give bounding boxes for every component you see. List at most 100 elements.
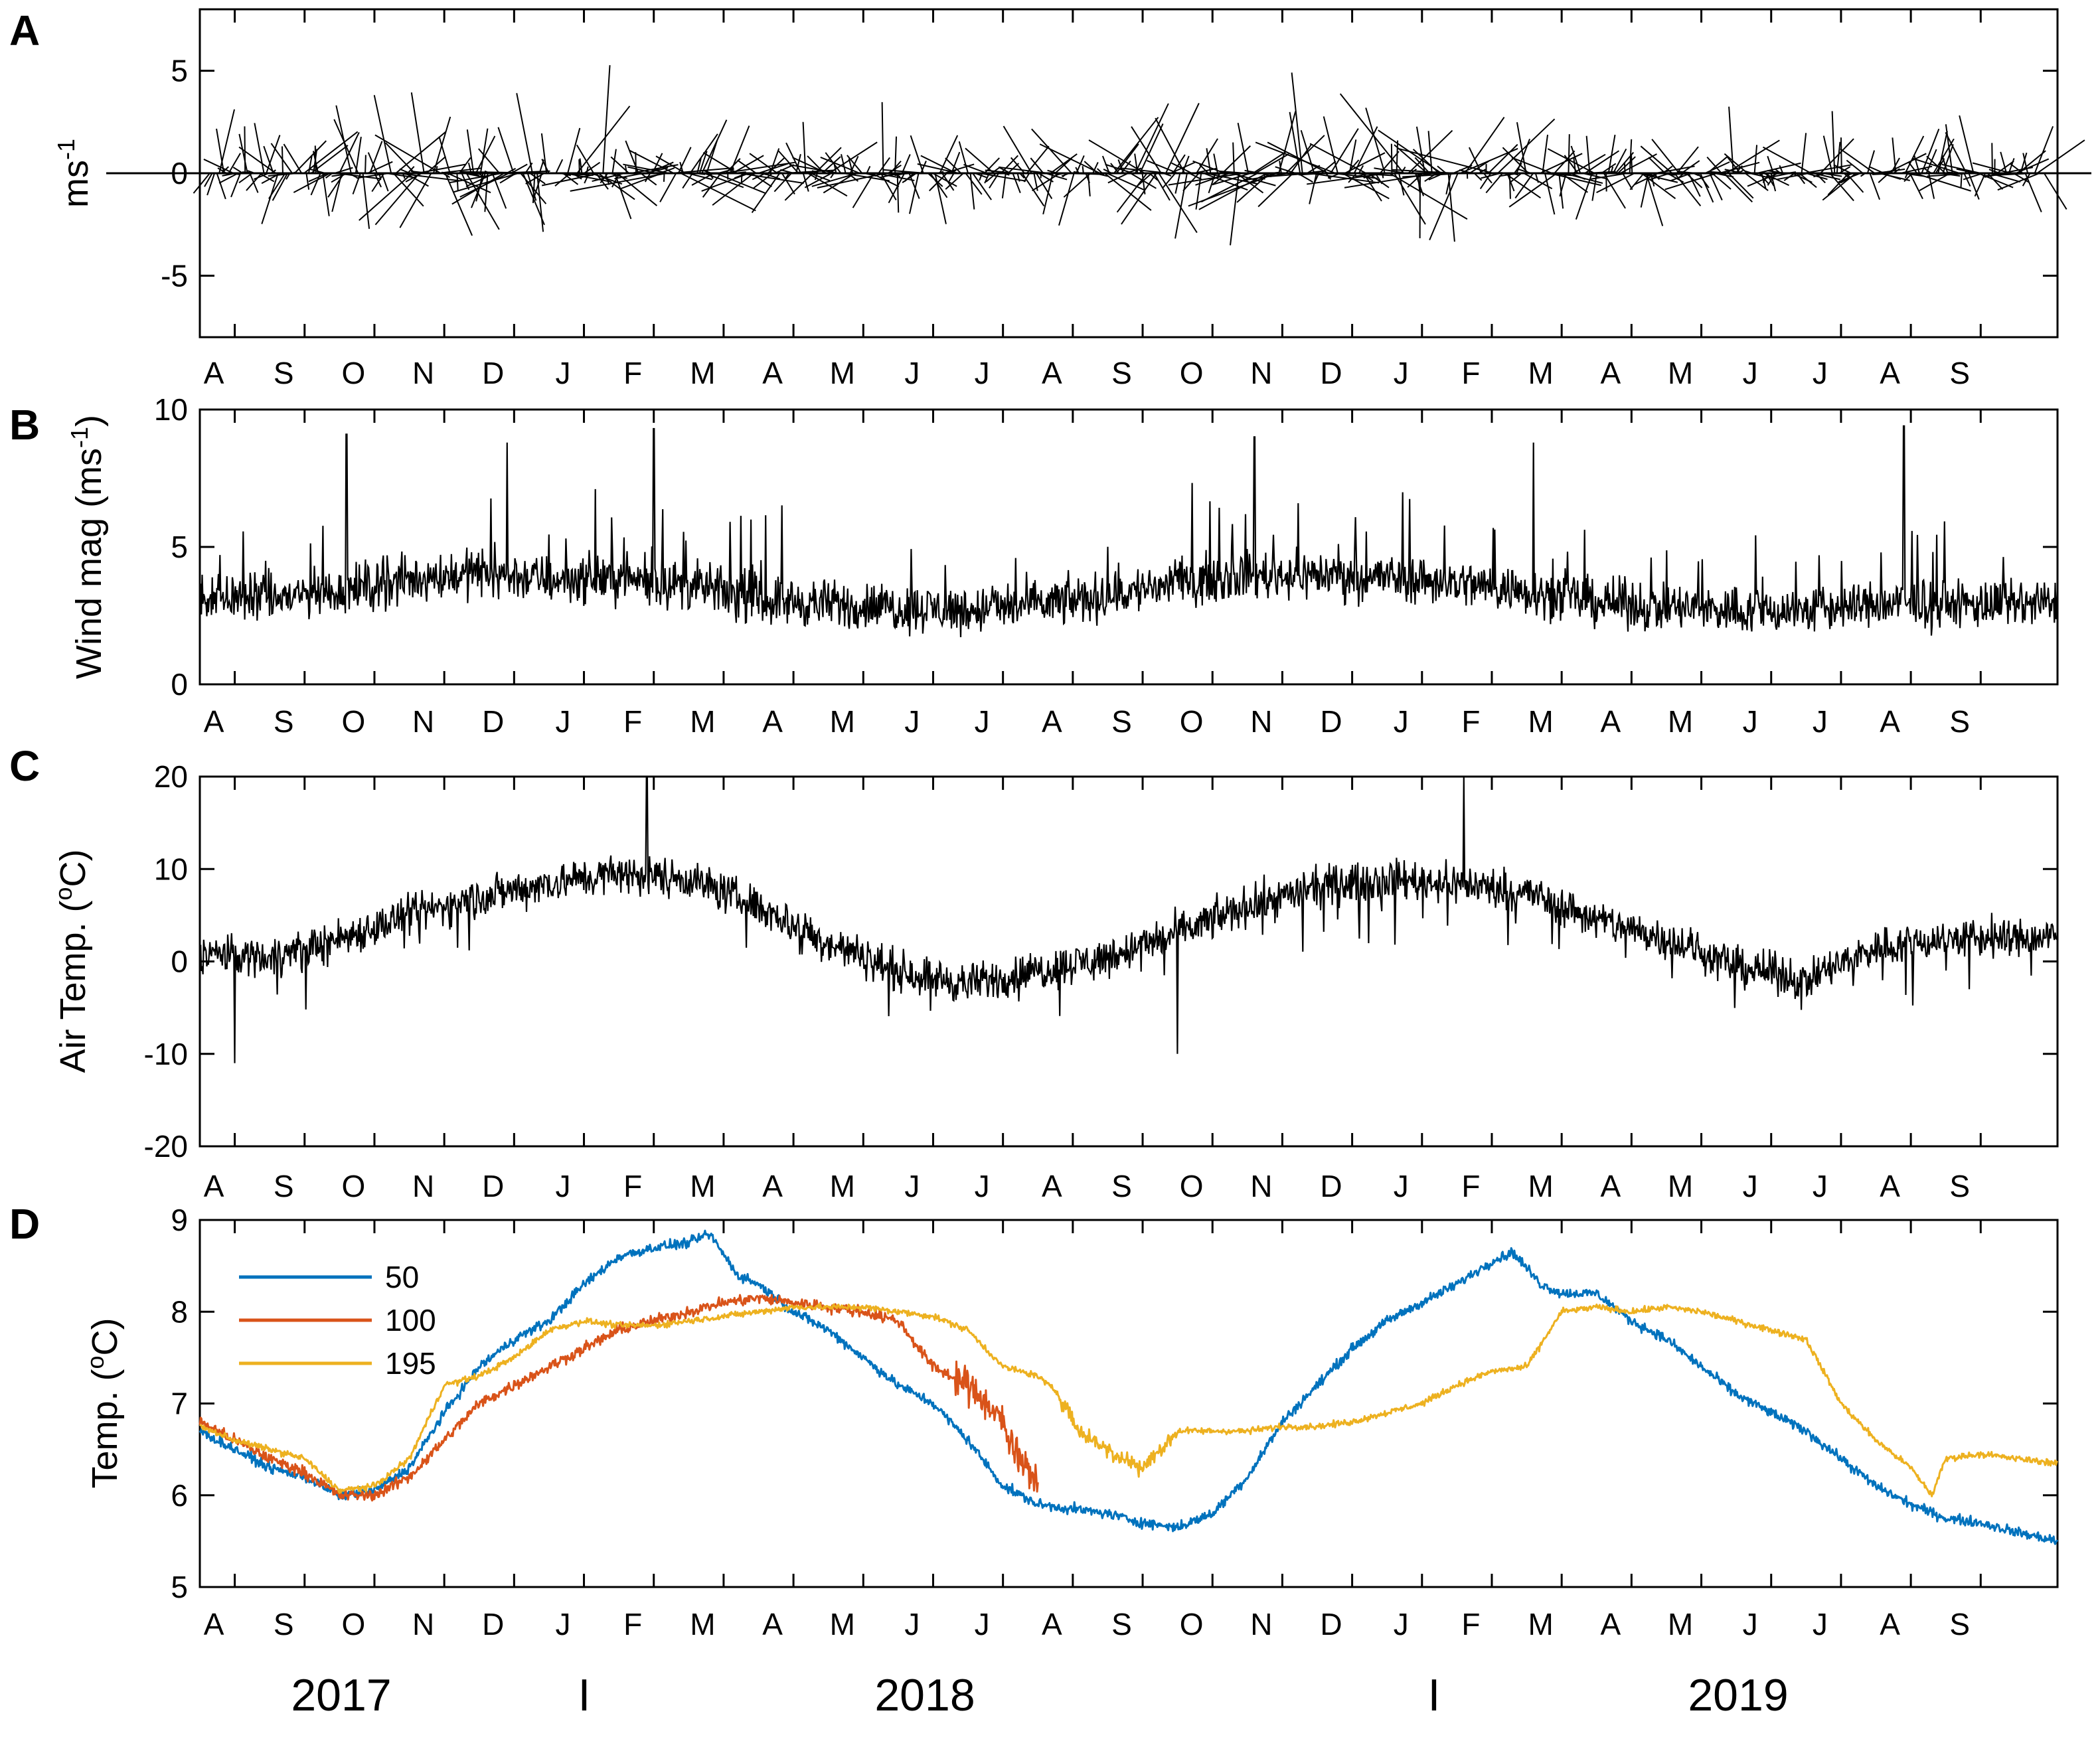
wind-stick (1192, 160, 1225, 174)
wind-stick (1095, 173, 1108, 177)
wind-stick (1956, 168, 1977, 174)
wind-stick (611, 173, 621, 188)
wind-stick (374, 134, 442, 174)
wind-stick (780, 169, 794, 174)
wind-stick (1055, 173, 1065, 176)
wind-stick (478, 148, 501, 174)
wind-stick (1389, 173, 1468, 220)
wind-stick (1134, 103, 1169, 174)
month-label: J (975, 1169, 990, 1203)
wind-stick (1584, 150, 1620, 174)
wind-stick (1649, 173, 1670, 181)
wind-stick (1291, 72, 1303, 174)
wind-stick (1131, 126, 1162, 174)
wind-stick (576, 106, 631, 174)
wind-stick (1502, 147, 1529, 174)
wind-stick (1904, 135, 1925, 174)
wind-stick (392, 173, 424, 207)
wind-stick (562, 173, 579, 185)
wind-stick (1846, 173, 1864, 193)
wind-stick (1010, 157, 1025, 174)
wind-stick (232, 167, 244, 174)
wind-stick (578, 159, 580, 174)
wind-stick (1601, 163, 1617, 174)
month-label: F (1461, 704, 1480, 739)
series-line-195 (199, 1302, 2059, 1497)
wind-stick (1762, 146, 1812, 174)
month-label: A (762, 356, 783, 390)
month-label: D (482, 356, 504, 390)
wind-stick (1676, 146, 1699, 174)
wind-stick (1744, 170, 1753, 174)
wind-stick (1629, 173, 1645, 190)
wind-stick (1631, 154, 1633, 174)
wind-stick (702, 173, 722, 198)
wind-stick (1847, 173, 1854, 176)
month-label: A (204, 704, 224, 739)
wind-stick (1921, 128, 1940, 174)
wind-stick (2013, 173, 2030, 183)
wind-stick (1937, 131, 1948, 174)
wind-stick (629, 149, 675, 174)
wind-stick (373, 95, 392, 174)
y-tick-label: 0 (171, 945, 188, 979)
wind-stick (917, 163, 959, 174)
wind-stick (541, 173, 601, 187)
wind-stick (2034, 125, 2054, 174)
wind-stick (1333, 173, 1378, 179)
wind-stick (1640, 145, 1673, 174)
month-label: S (1949, 1169, 1970, 1203)
wind-stick (1728, 106, 1734, 174)
month-label: J (1813, 356, 1828, 390)
wind-stick (459, 173, 509, 198)
month-label: A (1042, 1607, 1062, 1641)
wind-stick (1063, 173, 1091, 198)
wind-stick (833, 164, 837, 174)
month-label: M (1528, 356, 1553, 390)
wind-stick (1155, 117, 1186, 174)
wind-stick (1103, 169, 1112, 174)
wind-stick (614, 173, 632, 220)
month-label: D (482, 704, 504, 739)
wind-stick (2036, 139, 2085, 174)
wind-stick (1244, 169, 1261, 174)
month-label: J (555, 1169, 570, 1203)
wind-stick (784, 173, 790, 180)
wind-stick (1300, 129, 1315, 174)
panel-b-y-label: Wind mag (ms-1) (66, 415, 110, 679)
wind-stick (1309, 173, 1380, 184)
month-label: J (555, 356, 570, 390)
month-label: A (1042, 704, 1062, 739)
month-label: J (1813, 1607, 1828, 1641)
wind-stick (1104, 173, 1152, 211)
wind-stick (1707, 156, 1728, 174)
wind-stick (206, 173, 216, 196)
wind-stick (866, 165, 871, 174)
wind-stick (1413, 173, 1421, 176)
wind-stick (1544, 173, 1556, 215)
wind-stick (979, 173, 1026, 182)
month-label: O (342, 704, 366, 739)
wind-stick (1570, 173, 1586, 181)
wind-stick (374, 173, 420, 226)
wind-stick (1415, 126, 1426, 174)
wind-stick (1677, 171, 1696, 174)
wind-stick (2022, 173, 2031, 187)
wind-stick (1912, 157, 1960, 174)
wind-stick (627, 166, 655, 174)
month-label: J (1394, 1169, 1409, 1203)
wind-stick (268, 173, 286, 199)
wind-stick (701, 173, 750, 192)
wind-stick (479, 128, 489, 174)
wind-stick (948, 173, 955, 182)
wind-stick (1174, 173, 1188, 239)
year-label-2019: 2019 (1688, 1670, 1788, 1720)
wind-stick (640, 173, 657, 186)
month-label: N (412, 1169, 434, 1203)
wind-stick (497, 127, 515, 174)
wind-stick (1012, 173, 1021, 193)
wind-stick (1396, 140, 1399, 174)
wind-stick (1323, 116, 1338, 174)
